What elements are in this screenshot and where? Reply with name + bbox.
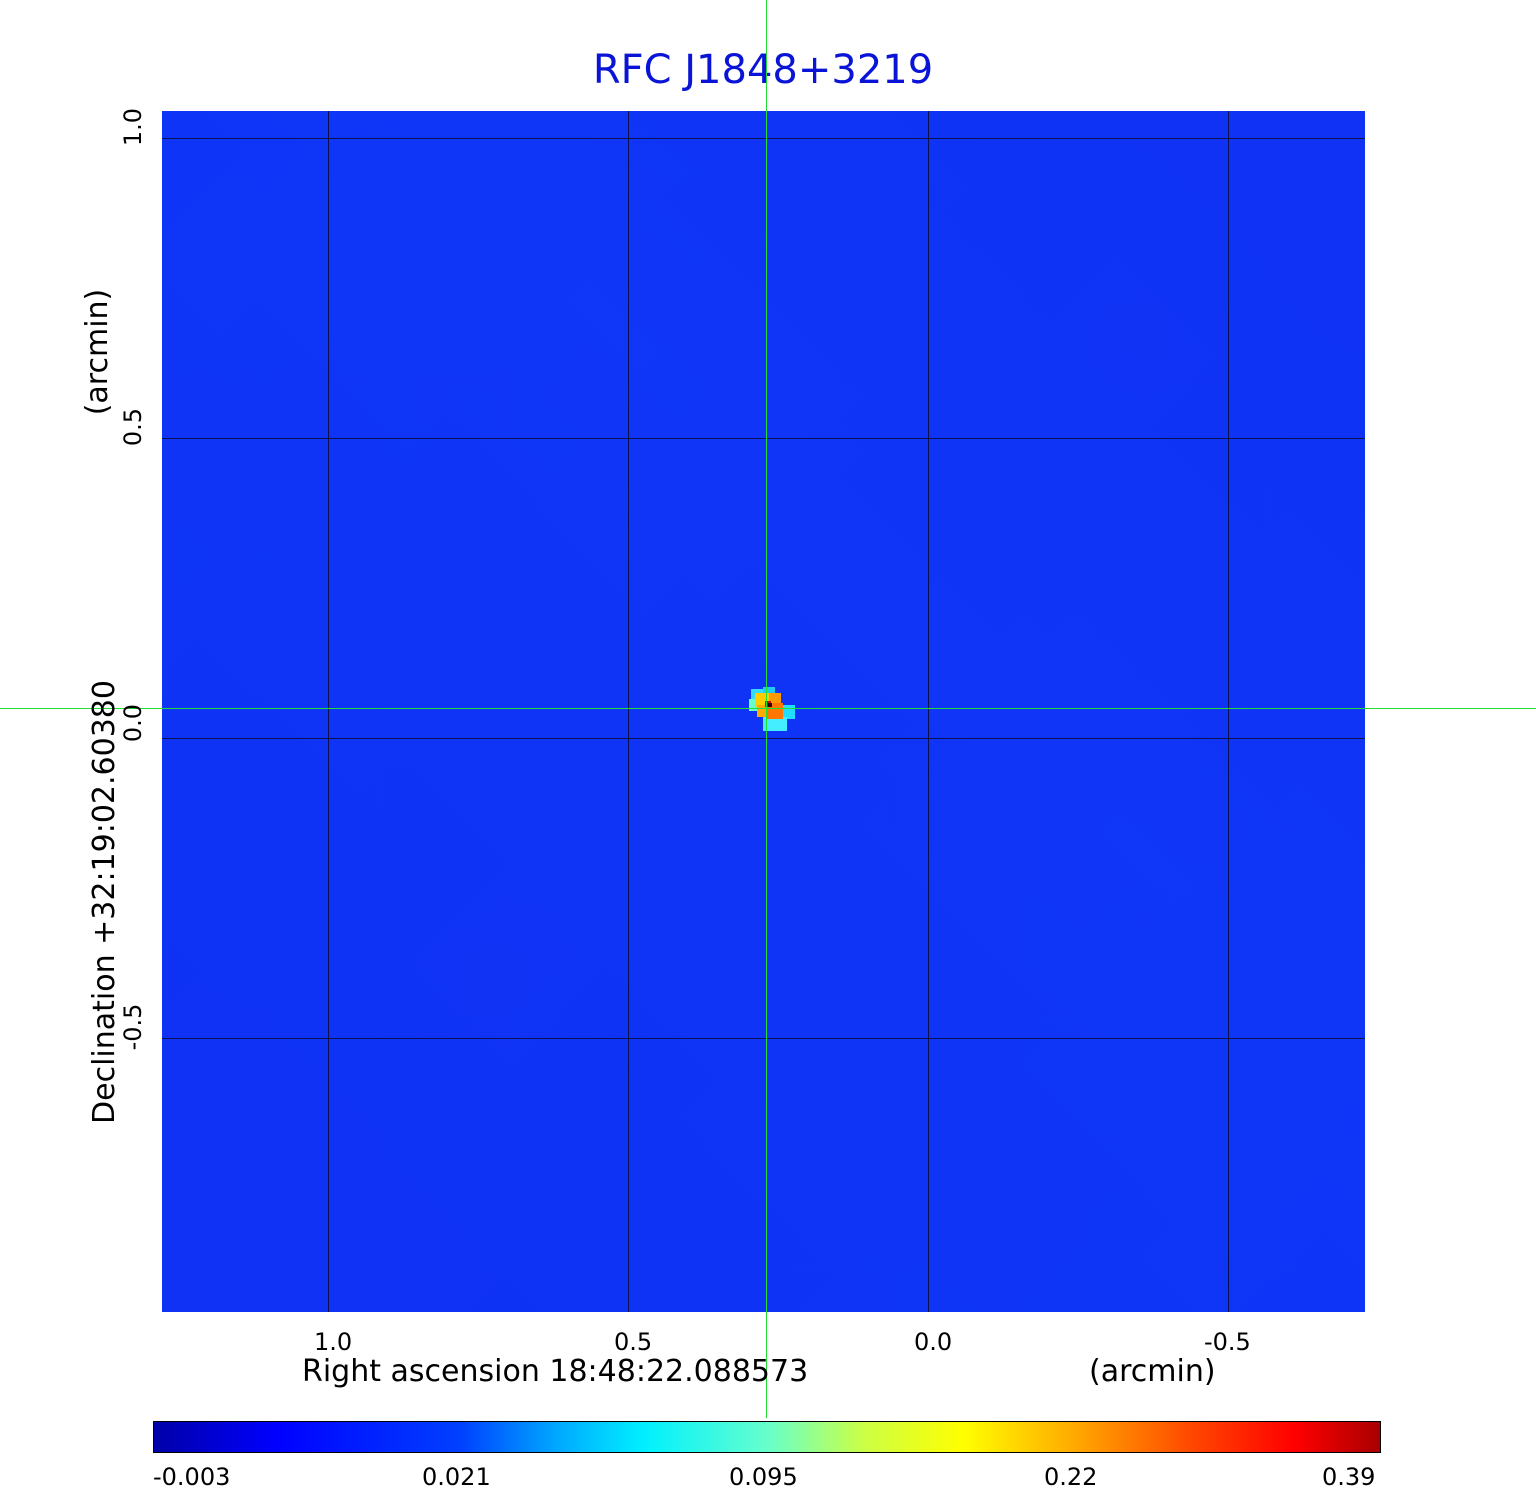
colorbar-label: 0.095 — [729, 1463, 798, 1491]
grid-line-ra-minus-0.5 — [1228, 111, 1229, 1312]
colorbar-label: -0.003 — [153, 1463, 231, 1491]
y-axis-unit: (arcmin) — [80, 288, 115, 416]
x-axis-unit: (arcmin) — [1089, 1354, 1216, 1389]
x-tick-label: 1.0 — [314, 1328, 353, 1356]
x-axis-label: Right ascension 18:48:22.088573 — [302, 1354, 809, 1389]
image-title: RFC J1848+3219 — [592, 47, 934, 93]
grid-line-ra-1.0 — [328, 111, 329, 1312]
x-tick-label: 0.0 — [914, 1328, 953, 1356]
radio-image-map[interactable] — [160, 109, 1367, 1314]
grid-line-ra-0.0 — [928, 111, 929, 1312]
x-tick-label: -0.5 — [1204, 1328, 1251, 1356]
colorbar-label: 0.22 — [1044, 1463, 1098, 1491]
grid-line-dec-1.0 — [162, 138, 1365, 139]
colorbar — [153, 1421, 1381, 1453]
y-tick-label: 1.0 — [119, 107, 147, 147]
grid-line-dec-minus-0.5 — [162, 1038, 1365, 1039]
y-tick-label: 0.0 — [119, 703, 147, 743]
grid-line-ra-0.5 — [628, 111, 629, 1312]
y-axis-label: Declination +32:19:02.60380 — [87, 680, 122, 1124]
y-tick-label: -0.5 — [119, 1003, 147, 1051]
crosshair-horizontal — [0, 708, 1536, 709]
grid-line-dec-0.0 — [162, 738, 1365, 739]
colorbar-label: 0.021 — [422, 1463, 491, 1491]
x-tick-label: 0.5 — [614, 1328, 653, 1356]
compact-radio-source — [749, 687, 795, 731]
crosshair-vertical — [766, 0, 767, 1418]
grid-line-dec-0.5 — [162, 438, 1365, 439]
y-tick-label: 0.5 — [119, 407, 147, 447]
colorbar-label: 0.39 — [1322, 1463, 1376, 1491]
